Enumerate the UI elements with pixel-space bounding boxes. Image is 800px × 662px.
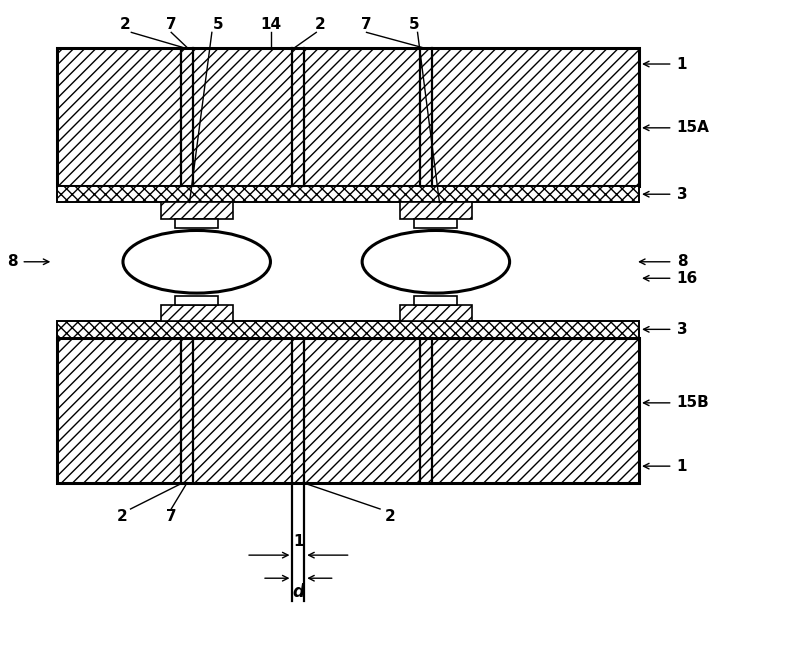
Text: 2: 2	[119, 17, 130, 32]
Bar	[161, 203, 233, 219]
Text: 3: 3	[677, 187, 687, 202]
Ellipse shape	[362, 230, 510, 293]
Bar	[400, 203, 472, 219]
Text: 3: 3	[677, 322, 687, 337]
Text: 15B: 15B	[677, 395, 710, 410]
Bar	[57, 186, 639, 203]
Text: 2: 2	[117, 509, 128, 524]
Bar	[57, 321, 639, 338]
Bar	[400, 305, 472, 321]
Text: 7: 7	[166, 509, 177, 524]
Text: 16: 16	[677, 271, 698, 286]
Text: 8: 8	[6, 254, 18, 269]
Text: 14: 14	[260, 17, 282, 32]
Text: 1: 1	[677, 459, 687, 473]
Text: 8: 8	[677, 254, 687, 269]
Bar	[414, 219, 458, 228]
Text: 7: 7	[166, 17, 177, 32]
Text: d: d	[293, 583, 304, 602]
Text: 15A: 15A	[677, 120, 710, 135]
Text: 2: 2	[385, 509, 396, 524]
Bar	[57, 48, 639, 186]
Bar	[161, 305, 233, 321]
Text: 5: 5	[213, 17, 223, 32]
Text: 1: 1	[293, 534, 304, 549]
Text: 5: 5	[409, 17, 420, 32]
Text: 2: 2	[315, 17, 326, 32]
Bar	[175, 295, 218, 305]
Bar	[414, 295, 458, 305]
Bar	[57, 338, 639, 483]
Text: 1: 1	[677, 56, 687, 71]
Bar	[175, 219, 218, 228]
Text: 7: 7	[362, 17, 372, 32]
Ellipse shape	[123, 230, 270, 293]
